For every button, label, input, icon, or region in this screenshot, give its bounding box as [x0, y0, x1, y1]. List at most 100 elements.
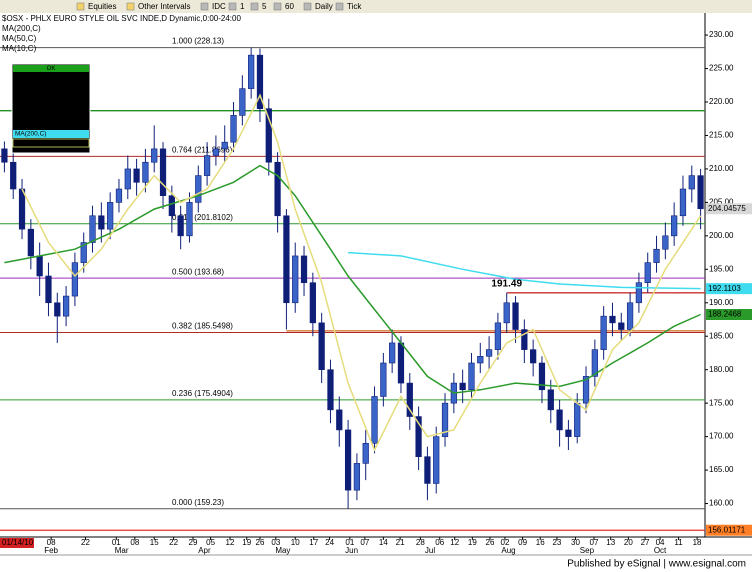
candle-body [697, 175, 704, 210]
y-tick-label: 220.00 [709, 97, 734, 106]
candle-body [283, 215, 290, 304]
month-label: Jul [425, 546, 435, 555]
price-marker-label: 204.04575 [708, 204, 746, 213]
x-tick-label: 06 [435, 538, 444, 547]
candle-body [618, 322, 625, 330]
candle-body [203, 155, 211, 176]
candle-body [62, 295, 70, 317]
toolbar-button[interactable]: Other Intervals [138, 2, 190, 11]
toolbar-icon [76, 2, 85, 11]
candle-body [644, 262, 651, 283]
x-tick-label: 01 [345, 538, 354, 547]
y-tick-label: 195.00 [709, 264, 734, 273]
x-tick-label: 11 [674, 538, 683, 547]
candle-body [538, 362, 546, 391]
candle-body [512, 302, 519, 330]
candle-body [397, 342, 405, 384]
candle-body [248, 54, 255, 89]
toolbar-button[interactable]: Tick [347, 2, 362, 11]
candle-body [353, 463, 361, 491]
month-label: Feb [44, 546, 58, 555]
x-tick-label: 05 [206, 538, 215, 547]
toolbar-icon [200, 2, 209, 11]
month-label: Sep [580, 546, 595, 555]
data-window-box [11, 63, 91, 154]
price-marker [706, 309, 752, 321]
candle-body [653, 248, 660, 263]
candle-body [485, 349, 493, 357]
toolbar-button[interactable]: 1 [240, 2, 245, 11]
x-tick-label: 30 [571, 538, 580, 547]
candle-body [221, 141, 228, 150]
candle-body [362, 443, 369, 464]
candle-body [159, 148, 167, 196]
toolbar-button[interactable]: 60 [285, 2, 294, 11]
candle-body [380, 362, 387, 397]
x-tick-label: 13 [606, 538, 615, 547]
fib-label: 1.000 (228.13) [172, 37, 224, 46]
candle-body [212, 148, 220, 156]
month-label: May [275, 546, 290, 555]
toolbar-icon [303, 2, 312, 11]
candle-body [671, 215, 678, 237]
price-marker [706, 524, 752, 536]
month-label: Jun [345, 546, 358, 555]
candle-body [124, 168, 131, 190]
fib-label: 0.500 (193.68) [172, 267, 224, 276]
candle-body [688, 175, 695, 190]
fib-label: 0.618 (201.8102) [172, 213, 233, 222]
toolbar-button[interactable]: Equities [88, 2, 116, 11]
candle-body [679, 188, 687, 217]
data-window-status-bar [13, 65, 89, 72]
toolbar-icon [126, 2, 135, 11]
candle-body [556, 409, 563, 431]
data-window-row: Price: 156.01171 [22, 95, 71, 102]
fib-label: 0.000 (159.23) [172, 498, 224, 507]
candle-body [107, 202, 114, 230]
x-tick-label: 27 [641, 538, 650, 547]
candle-body [18, 188, 26, 230]
y-tick-label: 205.00 [709, 197, 734, 206]
x-tick-label: 03 [271, 538, 280, 547]
candle-body [10, 161, 17, 190]
candle-body [239, 88, 246, 116]
x-tick-label: 23 [552, 538, 561, 547]
y-tick-label: 185.00 [709, 331, 734, 340]
x-tick-label: 12 [226, 538, 235, 547]
x-tick-label: 01 [112, 538, 121, 547]
candle-body [530, 349, 537, 364]
fib-label: 0.764 (211.8696) [172, 146, 233, 155]
candle-body [459, 382, 466, 391]
fib-label: 0.236 (175.4904) [172, 389, 233, 398]
x-tick-label: 16 [536, 538, 545, 547]
price-marker-label: 188.2468 [708, 310, 742, 319]
plot-area [0, 13, 705, 537]
candle-body [168, 195, 175, 217]
candle-body [626, 302, 634, 330]
price-marker [706, 203, 752, 215]
candle-body [186, 202, 193, 237]
annotation: 191.49 [491, 278, 522, 289]
candle-body [151, 148, 158, 163]
candle-body [256, 54, 264, 109]
candle-body [195, 175, 202, 203]
y-tick-label: 230.00 [709, 30, 734, 39]
y-tick-label: 160.00 [709, 499, 734, 508]
toolbar-button[interactable]: IDC [212, 2, 226, 11]
month-label: Aug [501, 546, 515, 555]
data-window-row: Time: 00:00 [22, 88, 56, 95]
x-tick-label: 18 [693, 538, 702, 547]
toolbar-icon [273, 2, 282, 11]
ma-line [348, 251, 701, 290]
data-window-row: Open 212.21 [34, 103, 72, 110]
toolbar [0, 0, 752, 13]
toolbar-button[interactable]: 5 [262, 2, 267, 11]
toolbar-button[interactable]: Daily [315, 2, 333, 11]
candle-body [54, 302, 61, 317]
x-tick-label: 21 [396, 538, 405, 547]
date-label: 01/14/10 [2, 538, 34, 547]
candle-body [300, 255, 308, 283]
candle-body [503, 302, 510, 324]
candle-body [574, 402, 581, 437]
